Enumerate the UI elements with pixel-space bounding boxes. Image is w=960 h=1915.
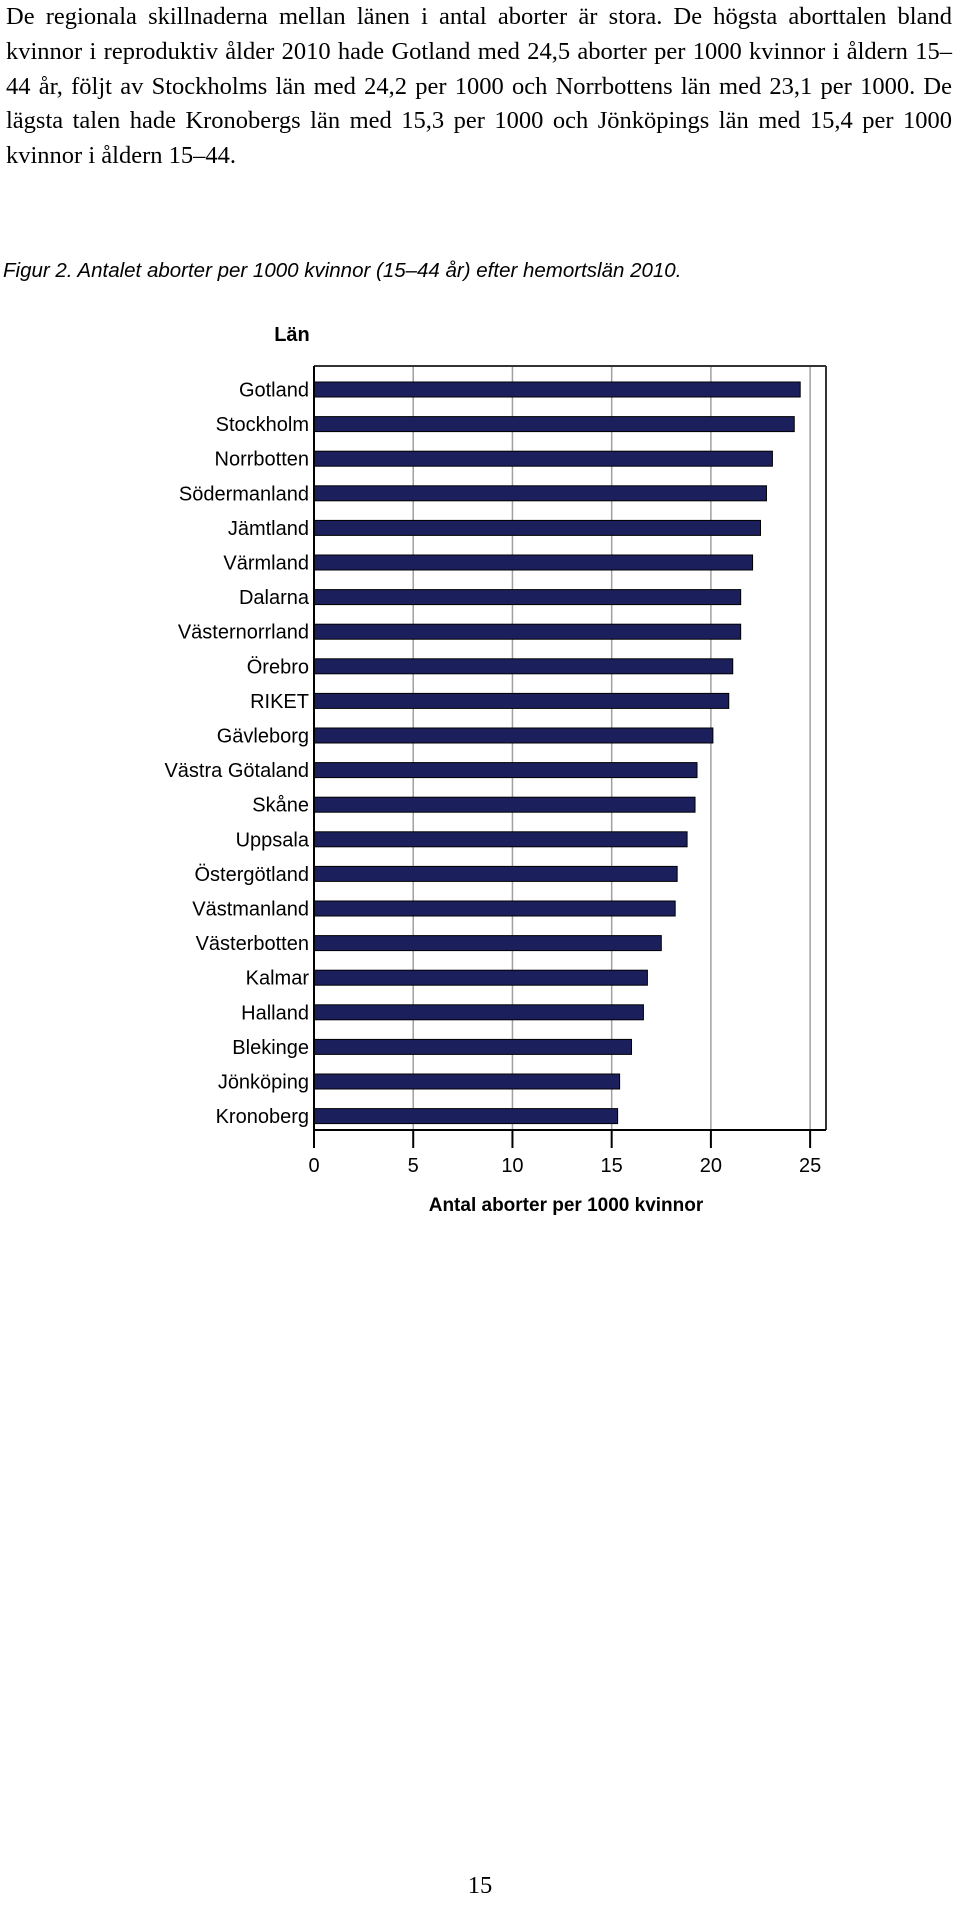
bar bbox=[313, 1108, 619, 1125]
bar bbox=[313, 762, 698, 779]
category-label: Värmland bbox=[223, 553, 309, 575]
bar bbox=[313, 1004, 644, 1021]
bars bbox=[313, 381, 801, 1125]
x-tick-label: 20 bbox=[700, 1155, 722, 1177]
page-number: 15 bbox=[467, 1872, 493, 1899]
category-axis-title: Län bbox=[274, 324, 310, 346]
x-tick-label: 0 bbox=[308, 1155, 319, 1177]
category-label: Södermanland bbox=[179, 483, 309, 505]
category-label: Kalmar bbox=[246, 968, 310, 990]
bar bbox=[313, 554, 754, 571]
chart-axes bbox=[313, 365, 827, 1148]
bar bbox=[313, 865, 678, 882]
category-label: Blekinge bbox=[232, 1037, 309, 1059]
x-tick-labels: 0 5 10 15 20 25 bbox=[308, 1155, 821, 1177]
bar bbox=[313, 381, 801, 398]
category-label: Skåne bbox=[252, 795, 309, 817]
category-label: Stockholm bbox=[216, 414, 309, 436]
category-label: Västernorrland bbox=[178, 622, 309, 644]
figure-caption: Figur 2. Antalet aborter per 1000 kvinno… bbox=[3, 259, 682, 282]
intro-paragraph: De regionala skillnaderna mellan länen i… bbox=[6, 3, 952, 170]
bar bbox=[313, 692, 730, 709]
category-label: RIKET bbox=[250, 691, 309, 713]
bar bbox=[313, 796, 696, 813]
x-tick-label: 15 bbox=[601, 1155, 623, 1177]
bar bbox=[313, 831, 688, 848]
bar bbox=[313, 727, 714, 744]
category-label: Jönköping bbox=[218, 1072, 309, 1094]
category-label: Halland bbox=[241, 1002, 309, 1024]
bar bbox=[313, 969, 648, 986]
bar bbox=[313, 416, 795, 433]
category-label: Västra Götaland bbox=[164, 760, 309, 782]
category-label: Västerbotten bbox=[196, 933, 309, 955]
category-labels: Gotland Stockholm Norrbotten Södermanland Jä… bbox=[164, 380, 309, 1129]
bar bbox=[313, 900, 676, 917]
category-label: Västmanland bbox=[192, 899, 309, 921]
bar bbox=[313, 589, 742, 606]
category-label: Östergötland bbox=[194, 864, 309, 886]
category-label: Örebro bbox=[247, 656, 309, 678]
category-label: Gävleborg bbox=[217, 726, 309, 748]
bar-chart: Gotland Stockholm Norrbotten Södermanland Jä… bbox=[164, 324, 827, 1216]
bar bbox=[313, 1073, 621, 1090]
category-label: Dalarna bbox=[239, 587, 310, 609]
bar bbox=[313, 450, 773, 467]
bar bbox=[313, 1038, 633, 1055]
bar bbox=[313, 623, 742, 640]
x-axis-title: Antal aborter per 1000 kvinnor bbox=[429, 1195, 704, 1216]
x-tick-label: 25 bbox=[799, 1155, 821, 1177]
category-label: Uppsala bbox=[236, 829, 310, 851]
x-tick-label: 5 bbox=[408, 1155, 419, 1177]
category-label: Jämtland bbox=[228, 518, 309, 540]
bar bbox=[313, 485, 767, 502]
bar bbox=[313, 658, 734, 675]
x-tick-label: 10 bbox=[501, 1155, 523, 1177]
bar bbox=[313, 519, 762, 536]
category-label: Kronoberg bbox=[216, 1106, 309, 1128]
bar bbox=[313, 935, 662, 952]
category-label: Gotland bbox=[239, 380, 309, 402]
category-label: Norrbotten bbox=[215, 449, 310, 471]
